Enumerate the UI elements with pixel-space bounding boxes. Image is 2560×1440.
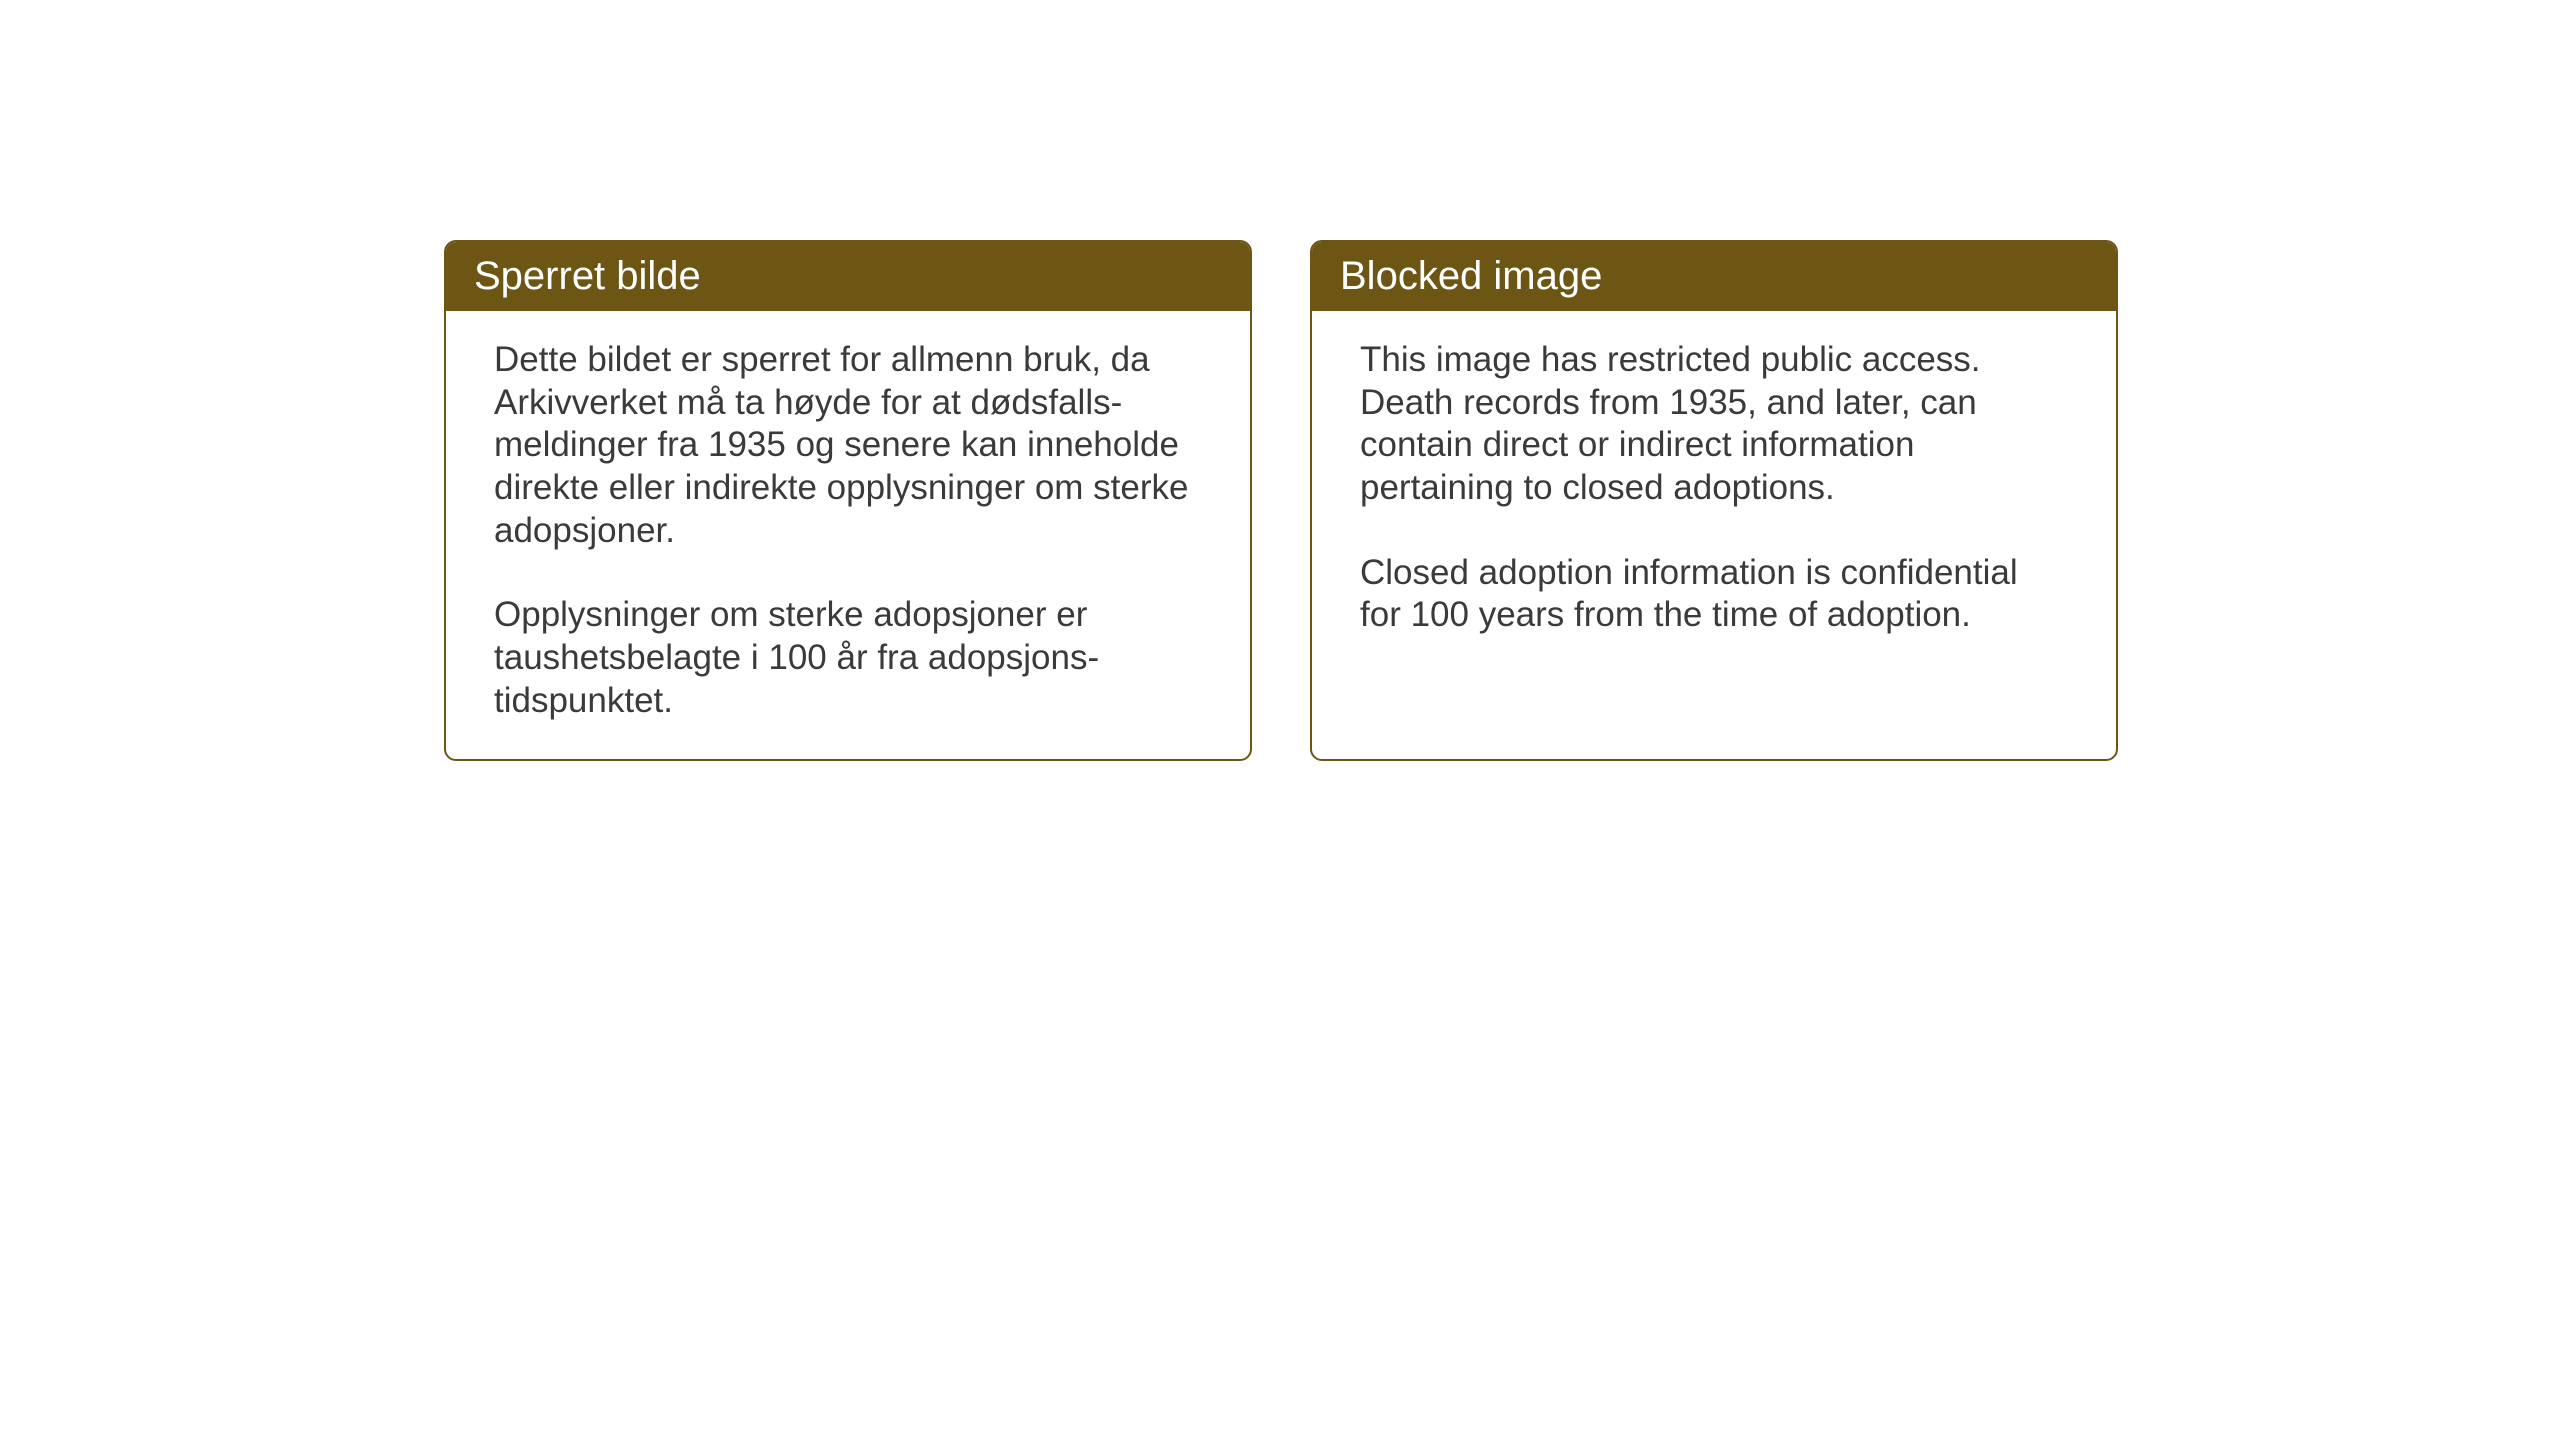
notice-title-norwegian: Sperret bilde [474, 254, 701, 298]
notice-container: Sperret bilde Dette bildet er sperret fo… [444, 240, 2118, 761]
notice-body-english: This image has restricted public access.… [1312, 311, 2116, 673]
notice-paragraph-2-english: Closed adoption information is confident… [1360, 552, 2068, 637]
notice-box-norwegian: Sperret bilde Dette bildet er sperret fo… [444, 240, 1252, 761]
notice-body-norwegian: Dette bildet er sperret for allmenn bruk… [446, 311, 1250, 759]
notice-paragraph-1-norwegian: Dette bildet er sperret for allmenn bruk… [494, 339, 1202, 552]
notice-title-english: Blocked image [1340, 254, 1602, 298]
notice-paragraph-1-english: This image has restricted public access.… [1360, 339, 2068, 510]
notice-header-english: Blocked image [1312, 242, 2116, 311]
notice-header-norwegian: Sperret bilde [446, 242, 1250, 311]
notice-box-english: Blocked image This image has restricted … [1310, 240, 2118, 761]
notice-paragraph-2-norwegian: Opplysninger om sterke adopsjoner er tau… [494, 594, 1202, 722]
